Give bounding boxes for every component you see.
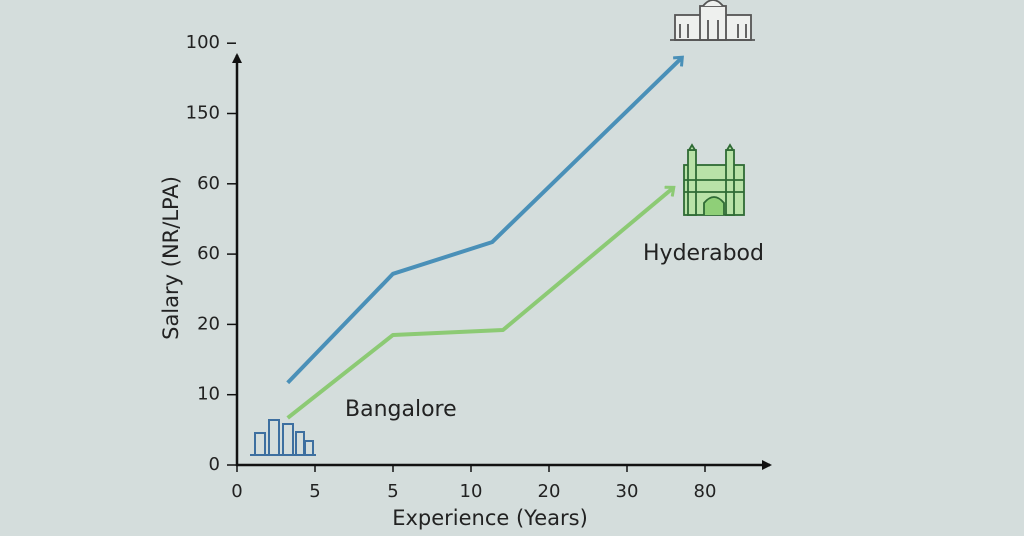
y-axis-title: Salary (NR/LPA) — [159, 176, 183, 340]
y-tick-label: 10 — [197, 384, 220, 405]
y-tick-label: 150 — [186, 103, 220, 124]
x-tick-label: 30 — [616, 481, 639, 502]
annotation: Hyderabod — [643, 241, 764, 266]
y-tick-label: 60 — [197, 173, 220, 194]
y-tick-label: 100 — [186, 32, 220, 53]
x-tick-label: 5 — [309, 481, 320, 502]
series-line — [286, 58, 682, 385]
building-icon — [250, 419, 316, 456]
y-tick-label: 0 — [209, 454, 220, 475]
annotation: Bangalore — [345, 397, 457, 422]
x-tick-label: 20 — [538, 481, 561, 502]
y-tick-label: 20 — [197, 313, 220, 334]
x-axis-title: Experience (Years) — [392, 506, 588, 530]
charminar-icon — [683, 143, 745, 216]
palace-icon — [670, 0, 755, 41]
x-tick-label: 80 — [694, 481, 717, 502]
y-tick-label: 60 — [197, 243, 220, 264]
series-line — [286, 188, 673, 420]
x-tick-label: 0 — [231, 481, 242, 502]
x-tick-label: 5 — [387, 481, 398, 502]
x-tick-label: 10 — [460, 481, 483, 502]
